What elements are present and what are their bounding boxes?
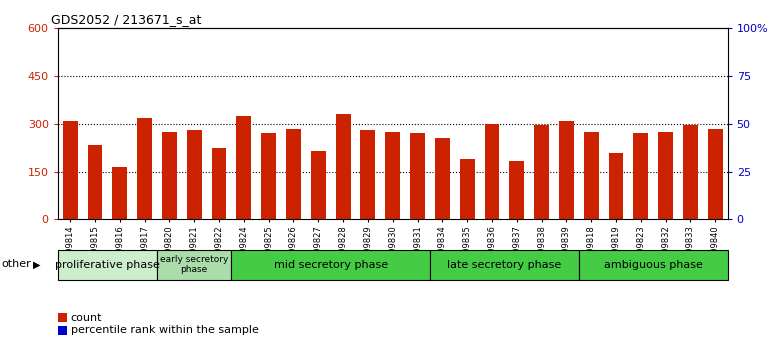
Bar [460,159,474,219]
Bar [62,121,78,219]
Text: GDS2052 / 213671_s_at: GDS2052 / 213671_s_at [51,13,202,26]
Bar [683,126,698,219]
Text: other: other [2,259,32,269]
Bar [236,116,251,219]
Bar [484,124,500,219]
Bar [261,133,276,219]
Bar [137,118,152,219]
Bar [88,144,102,219]
Text: ▶: ▶ [33,259,41,269]
Bar [112,167,127,219]
Bar [410,133,425,219]
Bar [708,129,723,219]
Bar [634,133,648,219]
Bar [559,121,574,219]
Bar [157,250,232,280]
Bar [430,250,579,280]
Bar [534,126,549,219]
Bar [608,153,624,219]
Bar [187,130,202,219]
Text: late secretory phase: late secretory phase [447,259,561,270]
Text: proliferative phase: proliferative phase [55,259,160,270]
Bar [232,250,430,280]
Text: percentile rank within the sample: percentile rank within the sample [71,325,259,335]
Bar [336,114,350,219]
Bar [584,132,598,219]
Bar [509,161,524,219]
Bar [385,132,400,219]
Bar [579,250,728,280]
Bar [286,129,301,219]
Bar [658,132,673,219]
Bar [212,148,226,219]
Text: mid secretory phase: mid secretory phase [273,259,388,270]
Text: count: count [71,313,102,322]
Text: early secretory
phase: early secretory phase [160,255,229,274]
Bar [58,250,157,280]
Bar [360,130,375,219]
Bar [311,151,326,219]
Text: ambiguous phase: ambiguous phase [604,259,703,270]
Bar [162,132,177,219]
Bar [435,138,450,219]
